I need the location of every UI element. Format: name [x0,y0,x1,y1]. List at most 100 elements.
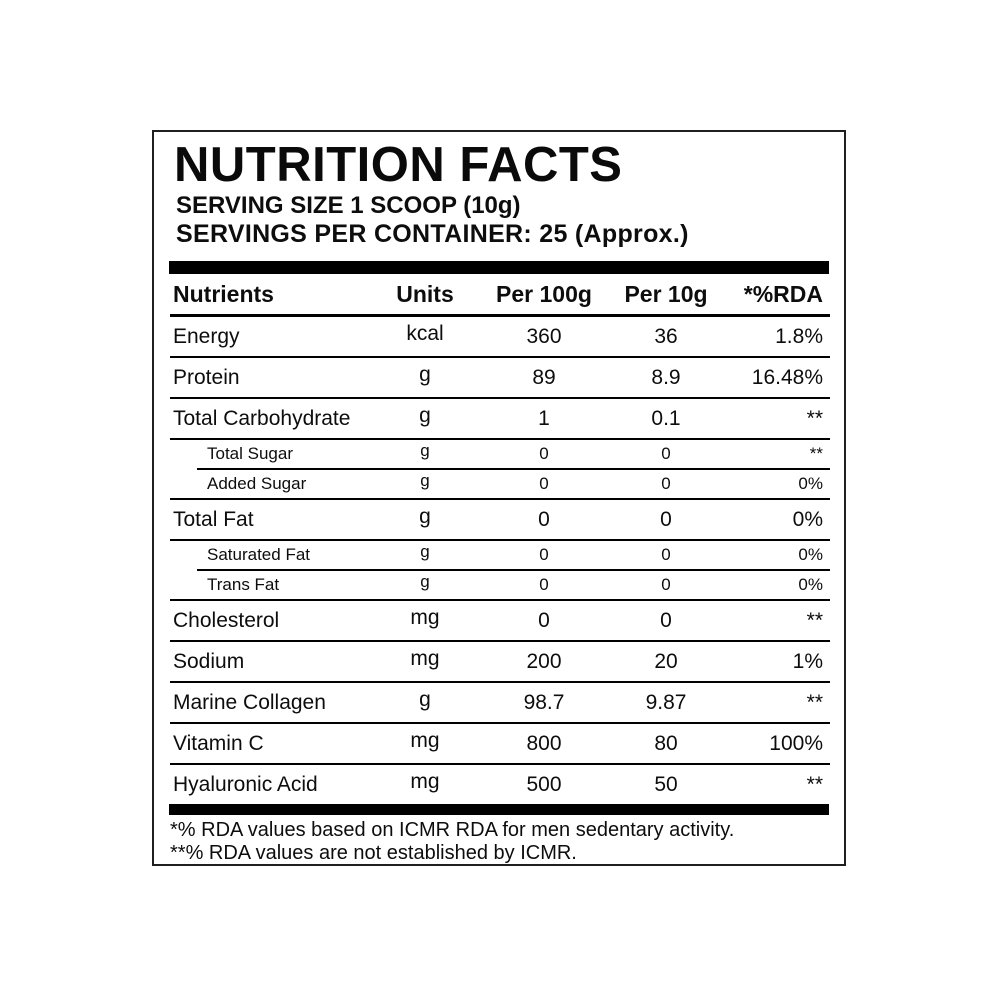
row-separator [170,356,830,358]
cell-name: Sodium [173,649,245,673]
nutrient-row: Cholesterol mg 0 0 ** [169,601,829,640]
cell-rda: ** [809,444,823,463]
nutrient-row: Added Sugar g 0 0 0% [169,470,829,498]
cell-per-100g: 0 [539,474,549,493]
header-separator [170,314,830,317]
cell-rda: ** [806,772,823,796]
row-separator [170,397,830,399]
cell-unit: g [419,504,431,528]
cell-unit: mg [410,605,440,629]
cell-per-100g: 500 [526,772,562,796]
cell-per-100g: 89 [532,365,556,389]
nutrition-facts-label: NUTRITION FACTS SERVING SIZE 1 SCOOP (10… [152,130,846,866]
cell-unit: g [420,542,430,561]
cell-rda: 0% [798,474,823,493]
label-title: NUTRITION FACTS [174,138,623,192]
cell-rda: ** [806,406,823,430]
footnote-rda-not-established: **% RDA values are not established by IC… [170,842,577,864]
cell-per-100g: 0 [539,575,549,594]
nutrient-row: Saturated Fat g 0 0 0% [169,541,829,569]
nutrient-row: Energy kcal 360 36 1.8% [169,317,829,356]
nutrient-row: Hyaluronic Acid mg 500 50 ** [169,765,829,804]
cell-rda: 0% [792,507,823,531]
cell-per-10g: 0 [661,545,671,564]
nutrition-table: Nutrients Units Per 100g Per 10g *%RDA E… [169,274,830,804]
serving-size-text: SERVING SIZE 1 SCOOP (10g) [176,192,521,219]
divider-bar-top [169,261,829,274]
cell-per-100g: 360 [526,324,562,348]
cell-per-10g: 0.1 [651,406,681,430]
nutrient-row: Protein g 89 8.9 16.48% [169,358,829,397]
cell-per-10g: 80 [654,731,678,755]
cell-name: Trans Fat [207,575,280,594]
row-separator [170,722,830,724]
cell-per-10g: 36 [654,324,678,348]
cell-per-10g: 0 [661,474,671,493]
cell-per-100g: 1 [538,406,550,430]
cell-unit: mg [410,769,440,793]
cell-name: Saturated Fat [207,545,311,564]
row-separator [170,681,830,683]
cell-unit: g [420,471,430,490]
cell-rda: ** [806,690,823,714]
cell-per-100g: 98.7 [523,690,565,714]
label-content: NUTRITION FACTS SERVING SIZE 1 SCOOP (10… [168,138,830,864]
header-units: Units [396,280,454,307]
cell-per-10g: 0 [660,507,672,531]
cell-name: Protein [173,365,240,389]
cell-name: Total Fat [173,507,254,531]
row-separator [197,569,830,571]
cell-name: Vitamin C [173,731,264,755]
cell-per-10g: 0 [661,575,671,594]
cell-unit: mg [410,646,440,670]
footnote-rda-basis: *% RDA values based on ICMR RDA for men … [170,819,735,841]
row-separator [170,498,830,500]
cell-unit: g [420,572,430,591]
cell-per-10g: 50 [654,772,678,796]
cell-name: Total Sugar [207,444,293,463]
header-rda: *%RDA [743,280,823,307]
cell-name: Marine Collagen [173,690,326,714]
row-separator [170,539,830,541]
cell-rda: 0% [798,545,823,564]
nutrient-row: Total Fat g 0 0 0% [169,500,829,539]
cell-unit: g [419,362,431,386]
table-header-row: Nutrients Units Per 100g Per 10g *%RDA [169,274,829,314]
cell-per-100g: 0 [539,444,549,463]
cell-per-10g: 8.9 [651,365,681,389]
nutrient-row: Marine Collagen g 98.7 9.87 ** [169,683,829,722]
nutrient-row: Sodium mg 200 20 1% [169,642,829,681]
cell-per-10g: 0 [661,444,671,463]
cell-rda: 1% [792,649,823,673]
row-separator [170,640,830,642]
cell-rda: 0% [798,575,823,594]
cell-unit: mg [410,728,440,752]
footnotes: *% RDA values based on ICMR RDA for men … [170,819,830,864]
cell-per-100g: 800 [526,731,562,755]
cell-per-10g: 9.87 [645,690,687,714]
row-separator [170,599,830,601]
cell-per-100g: 0 [538,507,550,531]
cell-per-10g: 20 [654,649,678,673]
row-separator [197,468,830,470]
cell-rda: 16.48% [751,365,823,389]
row-separator [170,438,830,440]
cell-per-100g: 0 [539,545,549,564]
cell-name: Total Carbohydrate [173,406,351,430]
nutrient-row: Vitamin C mg 800 80 100% [169,724,829,763]
cell-name: Hyaluronic Acid [173,772,318,796]
nutrition-table-body: Energy kcal 360 36 1.8% Protein g 89 8.9 16.48% To… [169,317,830,804]
cell-unit: g [419,403,431,427]
cell-unit: g [420,441,430,460]
cell-per-100g: 200 [526,649,562,673]
cell-unit: kcal [406,321,444,345]
cell-rda: ** [806,608,823,632]
header-nutrients: Nutrients [173,280,274,307]
servings-per-container-text: SERVINGS PER CONTAINER: 25 (Approx.) [176,220,689,248]
cell-name: Energy [173,324,240,348]
cell-rda: 100% [769,731,823,755]
nutrient-row: Total Sugar g 0 0 ** [169,440,829,468]
header-per-10g: Per 10g [624,280,708,307]
divider-bar-bottom [169,804,829,815]
